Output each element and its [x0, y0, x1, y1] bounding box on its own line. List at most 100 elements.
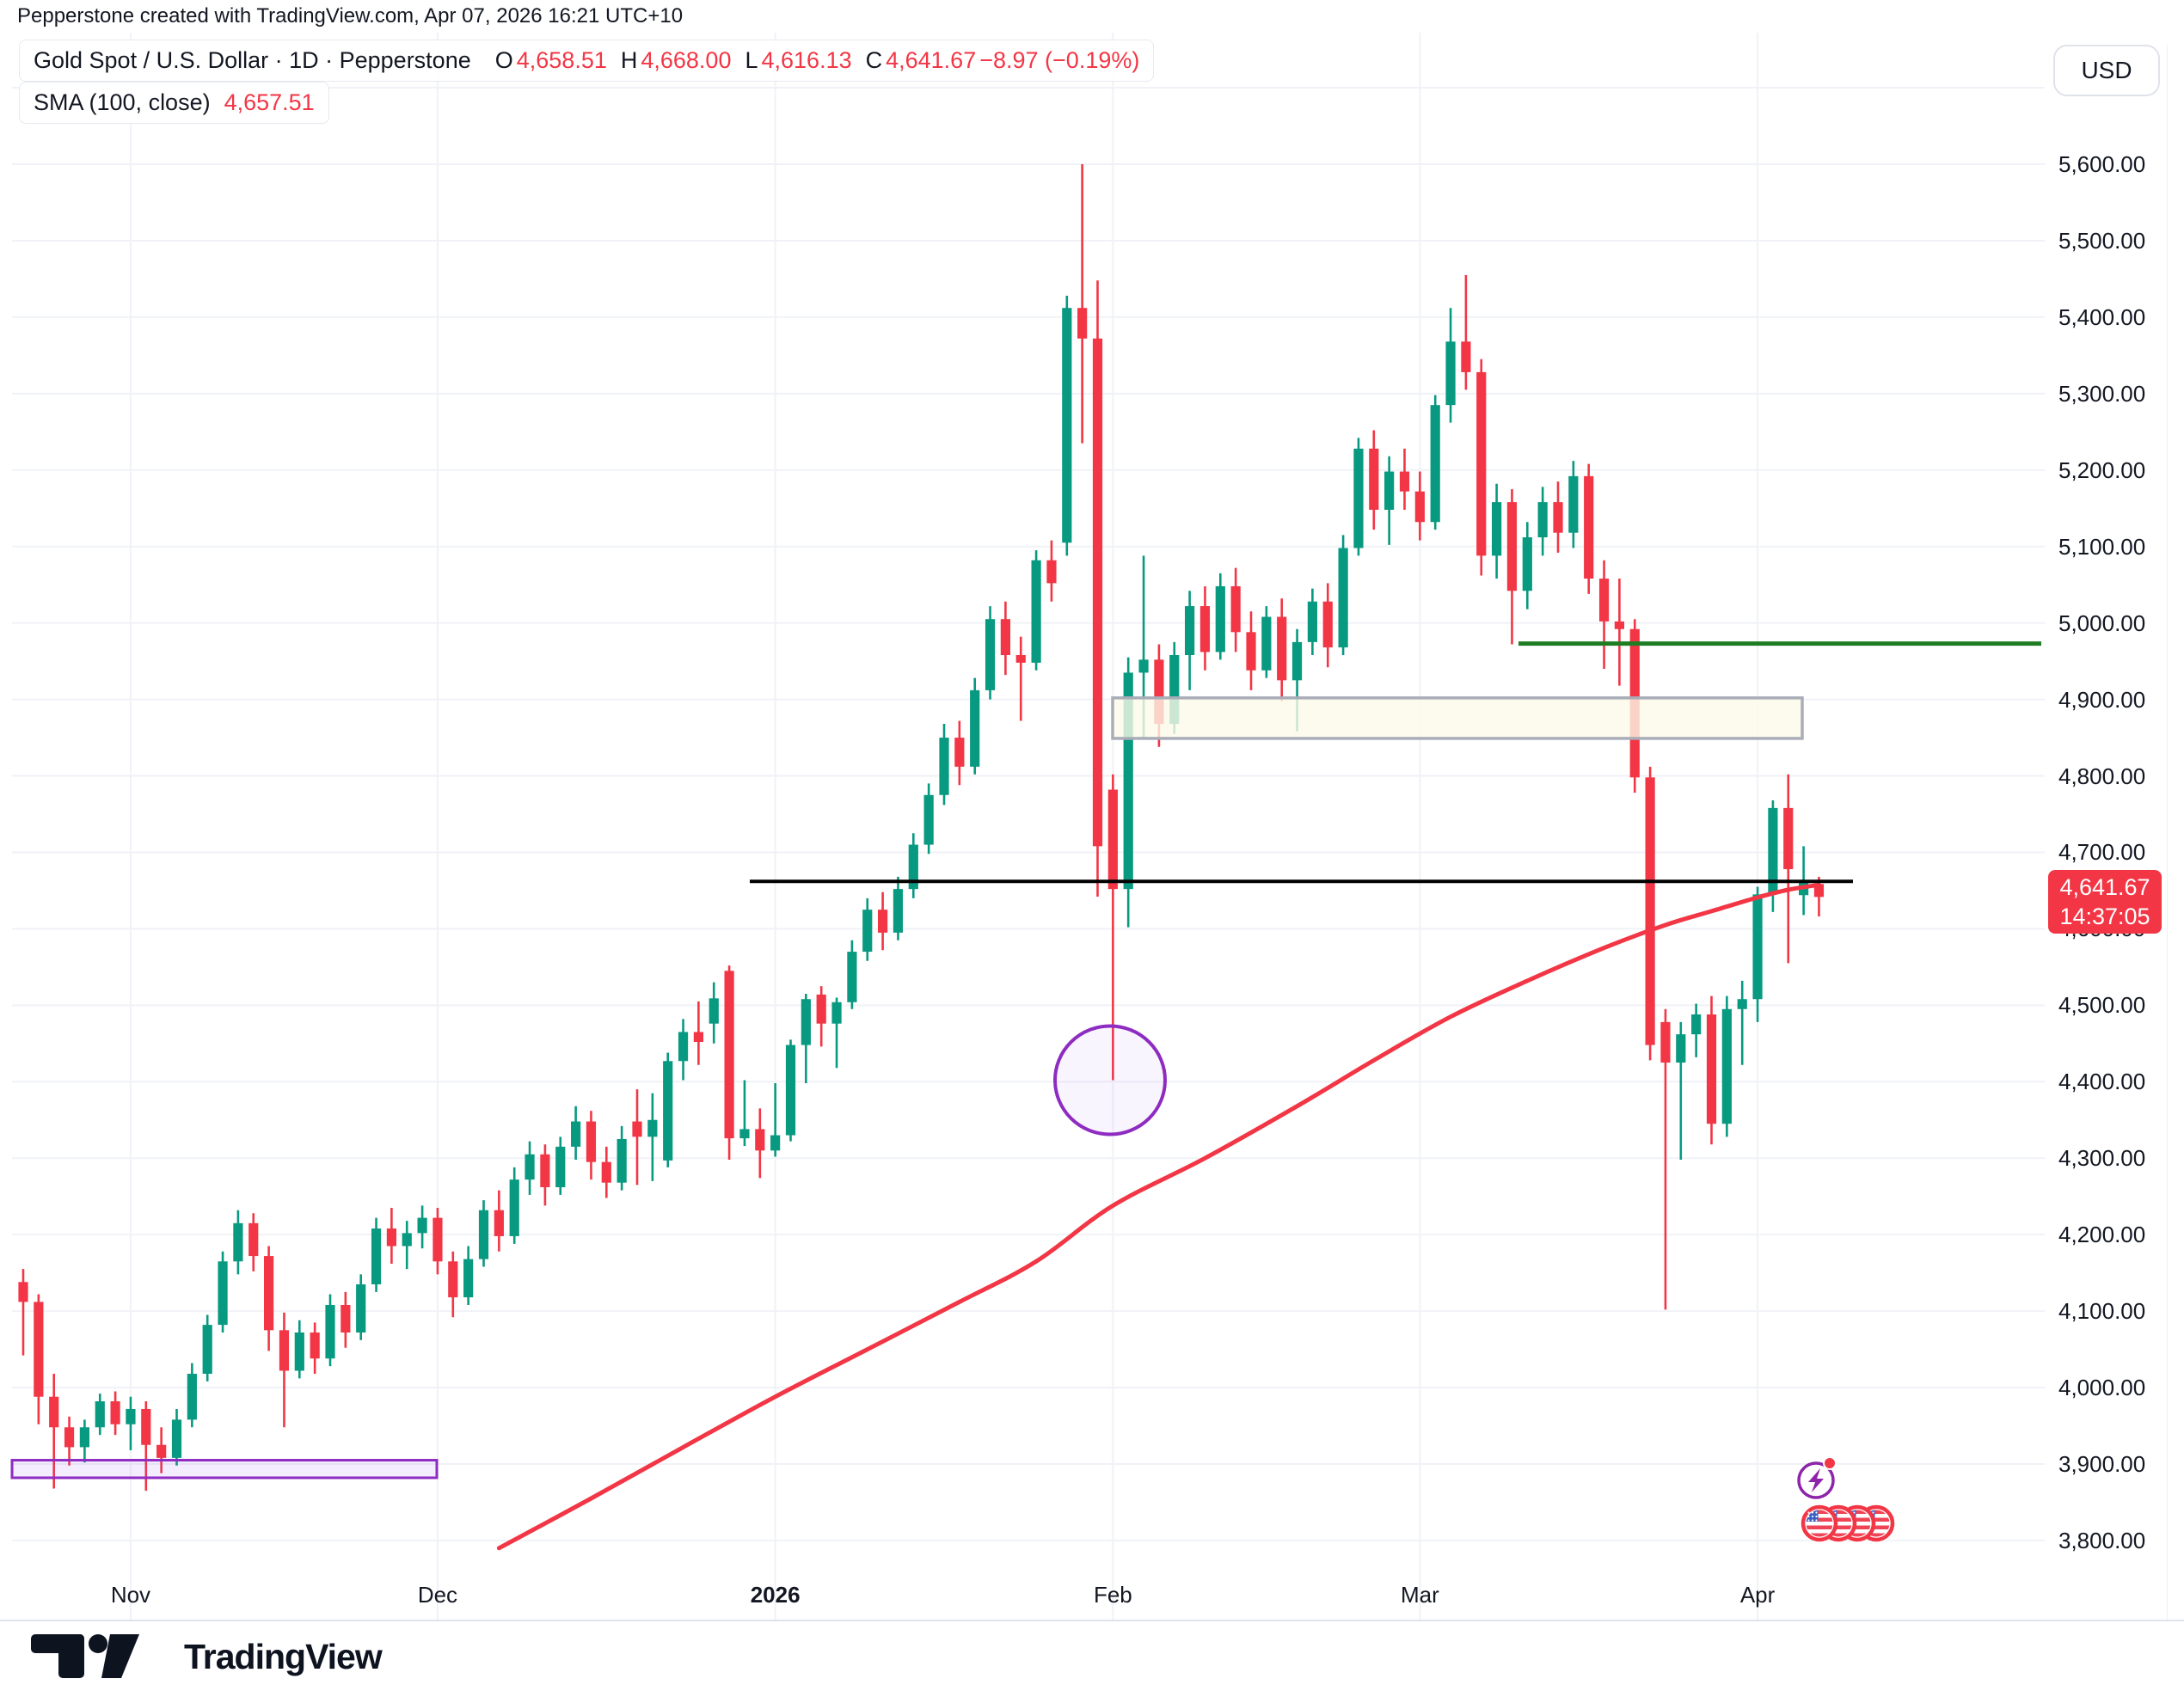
candle-body — [1338, 548, 1348, 648]
price-scale-label: 3,800.00 — [2058, 1527, 2146, 1553]
price-scale-label: 4,500.00 — [2058, 992, 2146, 1019]
price-scale-label: 5,200.00 — [2058, 456, 2146, 483]
candle-body — [1752, 894, 1763, 1000]
price-scale-label: 5,500.00 — [2058, 227, 2146, 254]
symbol-title[interactable]: Gold Spot / U.S. Dollar · 1D · Peppersto… — [34, 47, 471, 73]
change-value: −8.97 (−0.19%) — [979, 47, 1140, 73]
price-scale-label: 5,300.00 — [2058, 380, 2146, 407]
candle-body — [770, 1135, 781, 1151]
candle-body — [1584, 475, 1594, 579]
candle-body — [970, 689, 980, 767]
time-scale-label: Mar — [1400, 1582, 1439, 1608]
candle-body — [218, 1261, 228, 1326]
candle-body — [1768, 807, 1778, 895]
candle-body — [617, 1138, 627, 1183]
candle-body — [954, 738, 965, 767]
economic-event-lightning-icon[interactable] — [1797, 1456, 1837, 1499]
demand-zone-box[interactable] — [10, 1459, 439, 1480]
candle-body — [739, 1129, 750, 1139]
candle-body — [1261, 616, 1272, 671]
candle-body — [1506, 502, 1518, 591]
candle-body — [1645, 777, 1655, 1045]
candle-body — [294, 1332, 304, 1371]
candle-body — [34, 1302, 44, 1397]
candle-body — [862, 910, 873, 953]
candle-body — [156, 1444, 167, 1458]
indicator-legend-row[interactable]: SMA (100, close) 4,657.51 — [19, 82, 329, 124]
highlight-circle[interactable] — [1053, 1024, 1167, 1136]
candle-body — [18, 1282, 28, 1302]
candle-body — [678, 1032, 689, 1062]
bar-countdown: 14:37:05 — [2059, 904, 2150, 929]
candle-body — [1307, 601, 1317, 642]
candle-body — [985, 619, 996, 690]
candle-body — [126, 1408, 136, 1424]
indicator-label[interactable]: SMA (100, close) — [34, 89, 211, 115]
candle-body — [448, 1261, 458, 1298]
close-label: C — [865, 47, 883, 73]
candle-body — [1369, 448, 1379, 511]
low-label: L — [745, 47, 758, 73]
currency-toggle-button[interactable]: USD — [2053, 45, 2160, 96]
symbol-legend-row[interactable]: Gold Spot / U.S. Dollar · 1D · Peppersto… — [19, 40, 1155, 82]
candle-body — [1430, 405, 1440, 523]
candle-body — [1399, 471, 1410, 492]
last-price-badge: 4,641.67 14:37:05 — [2048, 870, 2162, 934]
price-scale-label: 4,800.00 — [2058, 763, 2146, 789]
supply-zone-box[interactable] — [1111, 696, 1804, 740]
price-scale-label: 4,700.00 — [2058, 839, 2146, 866]
candle-body — [1384, 471, 1395, 511]
low-value: 4,616.13 — [761, 47, 852, 73]
time-scale-label: 2026 — [750, 1582, 801, 1608]
candle-body — [1062, 308, 1072, 543]
candle-body — [95, 1401, 105, 1428]
candle-body — [463, 1259, 474, 1298]
candle-body — [816, 994, 826, 1024]
candle-body — [1706, 1014, 1717, 1124]
info-bar: Pepperstone created with TradingView.com… — [0, 0, 2184, 33]
candle-body — [417, 1217, 427, 1234]
candle-body — [540, 1154, 550, 1188]
candle-body — [494, 1210, 504, 1236]
candle-body — [340, 1304, 351, 1333]
candle-body — [1246, 632, 1256, 671]
candlestick-series — [18, 164, 1825, 1492]
candle-body — [49, 1396, 59, 1428]
candle-body — [478, 1210, 489, 1259]
price-scale-label: 5,400.00 — [2058, 303, 2146, 330]
candle-body — [1676, 1034, 1686, 1063]
time-scale[interactable]: Nov Dec 2026 Feb Mar Apr — [0, 1578, 2184, 1620]
last-price: 4,641.67 — [2059, 874, 2150, 900]
candle-body — [187, 1374, 197, 1420]
price-scale[interactable]: 3,800.00 3,900.00 4,000.00 4,100.00 4,200.00… — [2046, 0, 2184, 1620]
us-flag-events-icons[interactable] — [1801, 1504, 1895, 1542]
tradingview-attribution[interactable]: TradingView — [29, 1630, 383, 1683]
candle-body — [647, 1119, 658, 1137]
candle-body — [1169, 654, 1180, 725]
candle-body — [1138, 659, 1149, 673]
price-scale-label: 3,900.00 — [2058, 1450, 2146, 1477]
tradingview-logo-icon — [31, 1634, 139, 1678]
candle-body — [1492, 502, 1502, 556]
sma-line[interactable] — [496, 882, 1821, 1551]
price-scale-label: 5,600.00 — [2058, 151, 2146, 177]
candle-body — [1783, 807, 1794, 870]
candle-body — [1277, 616, 1287, 681]
candle-body — [1291, 641, 1303, 681]
indicator-value: 4,657.51 — [224, 89, 315, 115]
candle-body — [785, 1045, 796, 1136]
candle-body — [79, 1427, 89, 1448]
price-scale-label: 5,100.00 — [2058, 533, 2146, 560]
candle-body — [1077, 308, 1088, 339]
candle-body — [923, 794, 934, 845]
candle-body — [264, 1256, 274, 1331]
candle-body — [1015, 654, 1026, 663]
candle-body — [171, 1419, 182, 1458]
candle-body — [1813, 884, 1825, 898]
candle-body — [1046, 560, 1057, 584]
candle-body — [1230, 585, 1241, 633]
candle-body — [1031, 560, 1041, 663]
candle-body — [1598, 579, 1610, 622]
candle-body — [1476, 371, 1487, 556]
